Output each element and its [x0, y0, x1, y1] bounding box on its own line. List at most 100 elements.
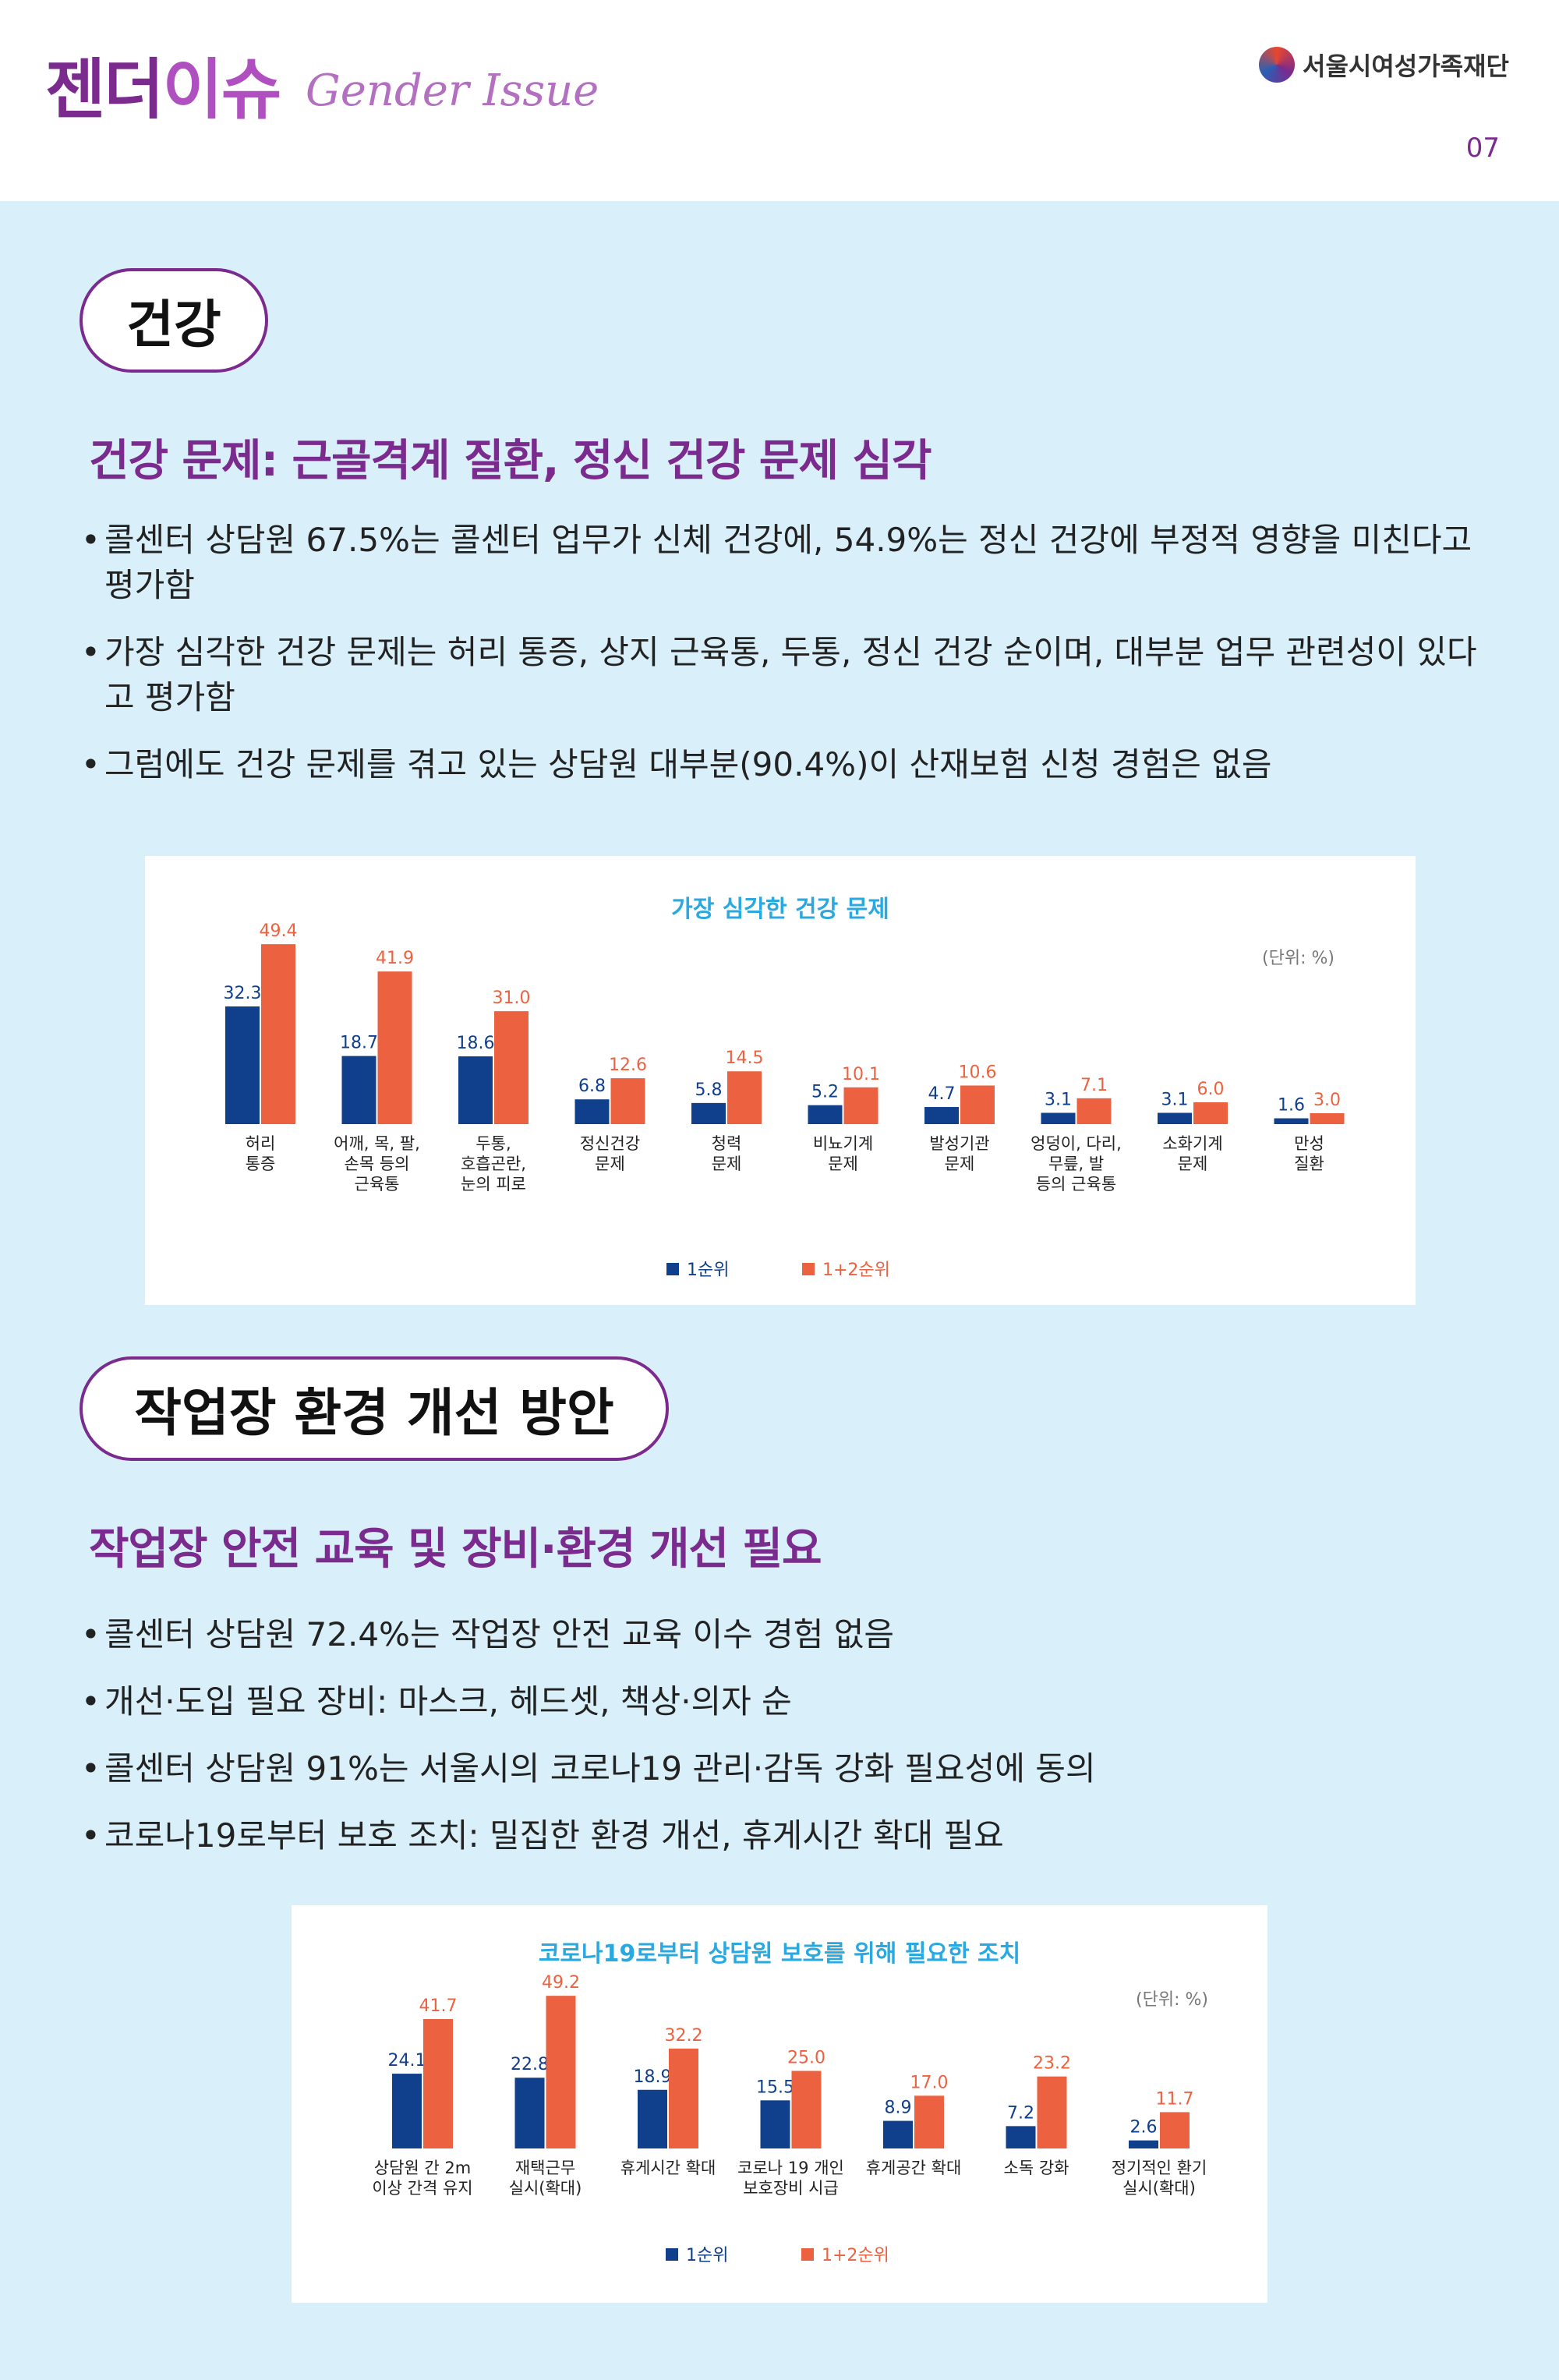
bullet-item: 개선·도입 필요 장비: 마스크, 헤드셋, 책상·의자 순 — [81, 1679, 1484, 1724]
data-label-rank12: 32.2 — [665, 2026, 703, 2046]
data-label-rank12: 49.4 — [260, 921, 298, 941]
category-label-line: 엉덩이, 다리, — [1030, 1134, 1122, 1153]
category-label-line: 휴게공간 확대 — [866, 2159, 962, 2177]
chart-unit-label: (단위: %) — [1262, 949, 1335, 968]
bar-rank1 — [1129, 2140, 1158, 2148]
organization-logo-icon — [1259, 47, 1296, 83]
data-label-rank1: 1.6 — [1278, 1096, 1305, 1116]
data-label-rank12: 25.0 — [787, 2048, 825, 2067]
legend-swatch-rank1 — [666, 1263, 679, 1275]
data-label-rank12: 23.2 — [1033, 2054, 1071, 2074]
legend-label-rank1: 1순위 — [687, 1261, 729, 1280]
brand-title-part2: 이슈 — [162, 51, 282, 128]
bar-rank12 — [669, 2048, 698, 2148]
organization-name: 서울시여성가족재단 — [1303, 51, 1509, 81]
legend-label-rank1: 1순위 — [686, 2246, 728, 2265]
bar-rank1 — [1158, 1112, 1192, 1124]
data-label-rank12: 10.1 — [842, 1065, 880, 1084]
bar-rank12 — [1310, 1112, 1345, 1124]
bar-rank1 — [392, 2074, 422, 2148]
page-header: 젠더이슈 Gender Issue 서울시여성가족재단 07 — [0, 0, 1559, 201]
data-label-rank1: 3.1 — [1161, 1091, 1189, 1110]
category-label-line: 두통, — [475, 1134, 511, 1153]
bar-rank1 — [691, 1102, 726, 1124]
section-pill-health: 건강 — [80, 268, 268, 373]
legend-swatch-rank12 — [802, 1263, 815, 1275]
category-label-line: 발성기관 — [929, 1134, 989, 1153]
bullet-list-health: 콜센터 상담원 67.5%는 콜센터 업무가 신체 건강에, 54.9%는 정신… — [81, 518, 1484, 809]
page-number: 07 — [1465, 133, 1500, 164]
category-label-line: 문제 — [828, 1155, 858, 1173]
category-label-line: 만성 — [1294, 1134, 1324, 1153]
category-label: 코로나 19 개인 보호장비 시급 — [737, 2159, 844, 2198]
bar-rank12 — [423, 2019, 453, 2148]
data-label-rank1: 4.7 — [928, 1084, 956, 1104]
bar-rank12 — [261, 944, 295, 1124]
bar-rank12 — [377, 971, 412, 1124]
bar-rank12 — [1037, 2076, 1067, 2148]
bar-rank1 — [1274, 1118, 1309, 1124]
category-label: 청력 문제 — [712, 1134, 742, 1173]
chart-health-problems-svg: 가장 심각한 건강 문제 (단위: %) 32.3 49.4 허리 통증 18.7 41.9 어… — [224, 896, 1345, 1280]
bar-rank12 — [791, 2071, 822, 2148]
category-label-line: 정기적인 환기 — [1112, 2159, 1207, 2177]
category-label: 휴게시간 확대 — [620, 2159, 716, 2177]
data-label-rank1: 15.5 — [756, 2078, 794, 2097]
category-label-line: 문제 — [595, 1155, 625, 1173]
data-label-rank12: 6.0 — [1197, 1080, 1225, 1099]
data-label-rank1: 3.1 — [1045, 1091, 1072, 1110]
bar-rank1 — [225, 1006, 260, 1124]
category-label-line: 정신건강 — [580, 1134, 640, 1153]
bar-rank1 — [341, 1056, 376, 1124]
category-label-line: 어깨, 목, 팔, — [334, 1134, 420, 1153]
bar-rank1 — [808, 1105, 843, 1124]
category-label-line: 허리 — [246, 1134, 276, 1153]
category-label-line: 문제 — [945, 1155, 975, 1173]
data-label-rank1: 8.9 — [885, 2099, 912, 2118]
bar-rank12 — [1076, 1098, 1112, 1124]
legend-swatch-rank12 — [801, 2248, 814, 2261]
brand-subtitle: Gender Issue — [306, 65, 599, 116]
category-label: 휴게공간 확대 — [866, 2159, 962, 2177]
bullet-item: 콜센터 상담원 91%는 서울시의 코로나19 관리·감독 강화 필요성에 동의 — [81, 1746, 1484, 1791]
category-label-line: 이상 간격 유지 — [372, 2179, 472, 2198]
category-label-line: 손목 등의 — [345, 1155, 410, 1173]
data-label-rank12: 12.6 — [609, 1056, 647, 1075]
category-label-line: 청력 — [712, 1134, 742, 1153]
data-label-rank12: 11.7 — [1156, 2089, 1194, 2109]
category-label-line: 휴게시간 확대 — [620, 2159, 716, 2177]
bar-rank12 — [1160, 2112, 1190, 2148]
category-label-line: 재택근무 — [515, 2159, 575, 2177]
data-label-rank12: 3.0 — [1313, 1091, 1341, 1110]
data-label-rank12: 10.6 — [959, 1063, 997, 1082]
category-label: 두통, 호흡곤란, 눈의 피로 — [461, 1134, 526, 1194]
bar-rank12 — [727, 1071, 762, 1124]
category-label-line: 통증 — [246, 1155, 276, 1173]
data-label-rank1: 7.2 — [1007, 2103, 1034, 2123]
data-label-rank12: 17.0 — [910, 2073, 949, 2092]
section-pill-workplace: 작업장 환경 개선 방안 — [80, 1356, 669, 1461]
data-label-rank12: 49.2 — [542, 1973, 580, 1993]
category-label-line: 근육통 — [355, 1175, 400, 1194]
category-label-line: 비뇨기계 — [813, 1134, 873, 1153]
legend-label-rank12: 1+2순위 — [822, 2246, 889, 2265]
bar-rank1 — [883, 2120, 913, 2148]
organization: 서울시여성가족재단 — [1259, 47, 1509, 83]
category-label-line: 눈의 피로 — [461, 1175, 526, 1194]
bar-rank1 — [1041, 1112, 1076, 1124]
chart-covid-measures-svg: 코로나19로부터 상담원 보호를 위해 필요한 조치 (단위: %) 24.1 41.… — [372, 1940, 1208, 2265]
category-label-line: 코로나 19 개인 — [737, 2159, 844, 2177]
bar-rank1 — [574, 1099, 610, 1124]
bar-rank1 — [1006, 2126, 1036, 2148]
bar-rank1 — [924, 1107, 959, 1124]
bar-rank12 — [494, 1011, 529, 1124]
category-label-line: 소화기계 — [1162, 1134, 1222, 1153]
category-label-line: 문제 — [1178, 1155, 1208, 1173]
category-label-line: 실시(확대) — [509, 2179, 582, 2198]
bullet-list-workplace: 콜센터 상담원 72.4%는 작업장 안전 교육 이수 경험 없음 개선·도입 … — [81, 1612, 1484, 1880]
